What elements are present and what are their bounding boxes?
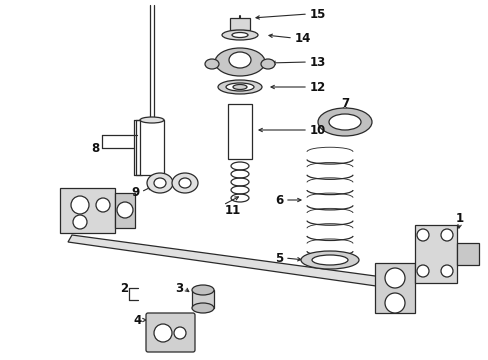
Ellipse shape [261,59,274,69]
Ellipse shape [147,173,173,193]
Circle shape [440,229,452,241]
Circle shape [440,265,452,277]
Ellipse shape [192,303,214,313]
Circle shape [73,215,87,229]
Text: 10: 10 [309,123,325,136]
Text: 2: 2 [120,282,128,294]
Polygon shape [68,235,389,288]
Text: 14: 14 [294,32,311,45]
Ellipse shape [231,32,247,37]
Circle shape [384,268,404,288]
Text: 3: 3 [175,282,183,294]
Ellipse shape [328,114,360,130]
Ellipse shape [204,59,219,69]
Ellipse shape [140,117,163,123]
Ellipse shape [311,255,347,265]
Text: 15: 15 [309,8,325,21]
Ellipse shape [218,80,262,94]
Ellipse shape [232,85,246,90]
Bar [192,290,214,308]
Circle shape [416,229,428,241]
Bar [414,225,456,283]
Circle shape [384,293,404,313]
Bar [456,243,478,265]
Ellipse shape [215,48,264,76]
Bar [374,263,414,313]
Ellipse shape [179,178,191,188]
Circle shape [174,327,185,339]
Ellipse shape [301,251,358,269]
Bar [60,188,115,233]
FancyBboxPatch shape [146,313,195,352]
Ellipse shape [222,30,258,40]
Ellipse shape [154,178,165,188]
Ellipse shape [192,285,214,295]
Ellipse shape [228,52,250,68]
Ellipse shape [317,108,371,136]
Circle shape [416,265,428,277]
Ellipse shape [172,173,198,193]
Text: 6: 6 [274,194,283,207]
Circle shape [117,202,133,218]
Text: 11: 11 [224,203,241,216]
Bar [115,193,135,228]
Text: 7: 7 [340,96,348,109]
Text: 1: 1 [455,212,463,225]
Text: 5: 5 [274,252,283,265]
Text: 12: 12 [309,81,325,94]
Ellipse shape [225,83,253,91]
Text: 8: 8 [92,141,100,154]
Text: 9: 9 [131,185,140,198]
Circle shape [71,196,89,214]
Bar [229,18,249,30]
Circle shape [96,198,110,212]
Bar [140,120,163,175]
Bar [227,104,251,159]
Text: 13: 13 [309,55,325,68]
Circle shape [154,324,172,342]
Text: 4: 4 [134,314,142,327]
